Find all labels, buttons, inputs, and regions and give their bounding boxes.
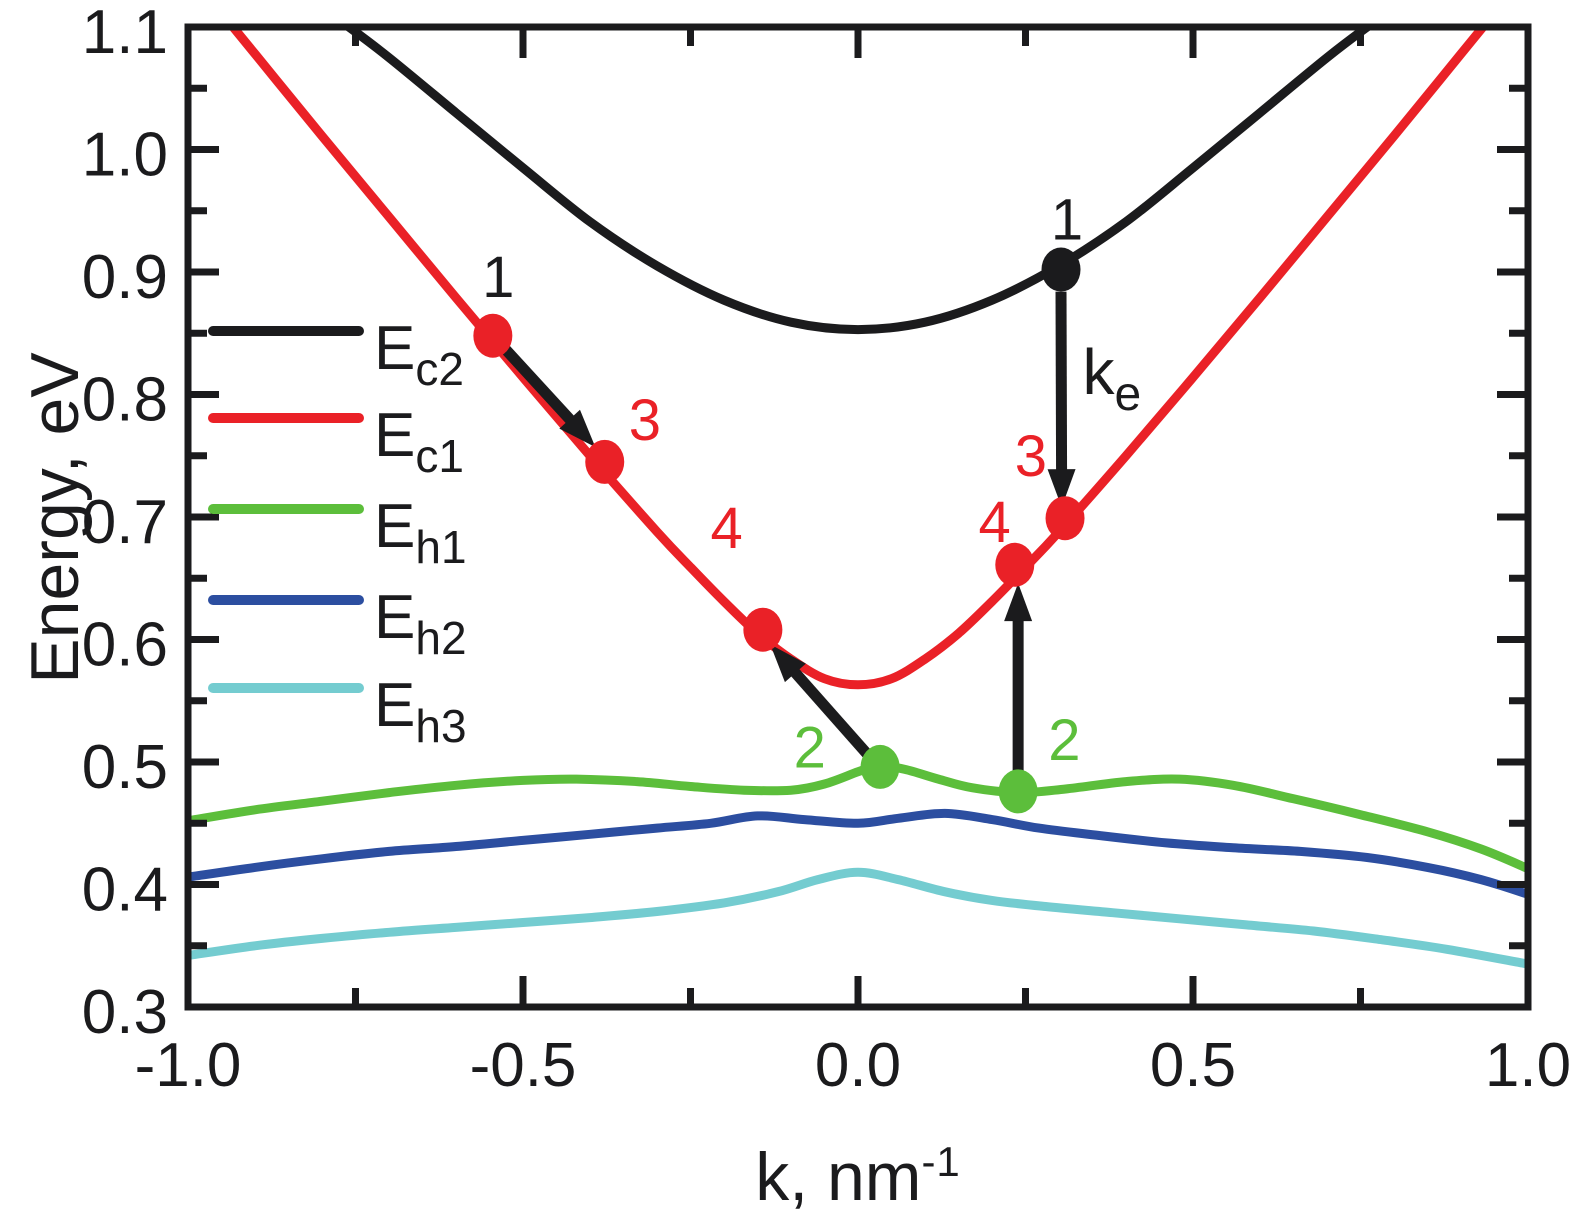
marker-4-Ec1	[743, 607, 783, 652]
x-tick-label-1.0: 1.0	[1485, 1031, 1571, 1100]
marker-1-Ec1	[473, 313, 513, 358]
marker-1-Ec2	[1041, 247, 1081, 292]
point-label-4-Ec1: 4	[979, 490, 1011, 555]
ticks-layer	[188, 27, 1528, 1007]
x-tick-label--0.5: -0.5	[470, 1031, 577, 1100]
arrows-layer: ke	[496, 291, 1141, 786]
point-label-4-Ec1: 4	[711, 496, 743, 561]
arrow-label-ke-relaxation: ke	[1082, 336, 1141, 421]
point-label-3-Ec1: 3	[629, 388, 661, 453]
marker-2-Eh1	[860, 744, 900, 789]
point-label-3-Ec1: 3	[1015, 424, 1047, 489]
y-tick-label-0.9: 0.9	[82, 243, 168, 312]
curve-Ec2	[341, 27, 1375, 335]
tick-labels-layer: -1.0 -0.5 0.0 0.5 1.0 0.3 0.4 0.5 0.6 0.7 0.8 0.9 1.…	[82, 0, 1571, 1100]
point-label-1-Ec1: 1	[482, 245, 514, 310]
legend-label-Eh1: Eh1	[374, 492, 467, 573]
point-label-2-Eh1: 2	[794, 715, 826, 780]
y-tick-label-1.1: 1.1	[82, 0, 168, 67]
x-axis-title-base: k, nm	[755, 1139, 922, 1215]
y-tick-label-0.4: 0.4	[82, 856, 168, 925]
point-label-2-Eh1: 2	[1048, 708, 1080, 773]
y-axis-title: Energy, eV	[17, 352, 93, 684]
legend-label-Eh2: Eh2	[374, 583, 467, 664]
arrow-line-ke-relaxation	[1055, 291, 1068, 476]
markers-layer	[473, 247, 1085, 814]
arrow-head-ke-relaxation	[1047, 469, 1076, 508]
y-tick-label-0.5: 0.5	[82, 733, 168, 802]
arrow-head-intraband-scatter-left	[559, 409, 596, 448]
y-tick-label-0.6: 0.6	[82, 611, 168, 680]
x-axis-title: k, nm-1	[188, 1138, 1528, 1216]
marker-3-Ec1	[1045, 496, 1085, 541]
legend-label-Ec1: Ec1	[374, 401, 464, 482]
marker-4-Ec1	[995, 542, 1035, 587]
arrow-line-hole-scatter-left	[787, 664, 877, 764]
curve-Ec1	[227, 27, 1489, 690]
marker-3-Ec1	[585, 439, 625, 484]
x-tick-label--1.0: -1.0	[135, 1031, 242, 1100]
x-axis-title-exponent: -1	[921, 1138, 961, 1185]
y-tick-label-0.8: 0.8	[82, 366, 168, 435]
y-tick-label-0.3: 0.3	[82, 978, 168, 1047]
arrow-head-interband-transition-right	[1004, 583, 1033, 622]
x-tick-label-0.0: 0.0	[815, 1031, 901, 1100]
legend-label-Ec2: Ec2	[374, 314, 464, 395]
x-tick-label-0.5: 0.5	[1150, 1031, 1236, 1100]
point-label-1-Ec2: 1	[1051, 187, 1083, 252]
y-tick-label-0.7: 0.7	[82, 488, 168, 557]
curve-Eh2	[188, 808, 1528, 899]
y-tick-label-1.0: 1.0	[82, 121, 168, 190]
arrow-line-intraband-scatter-left	[496, 340, 578, 428]
curves-layer	[188, 27, 1528, 969]
legend-label-Eh3: Eh3	[374, 671, 467, 752]
marker-2-Eh1	[998, 769, 1038, 814]
arrow-head-hole-scatter-left	[770, 644, 806, 683]
curve-Eh3	[188, 867, 1528, 969]
